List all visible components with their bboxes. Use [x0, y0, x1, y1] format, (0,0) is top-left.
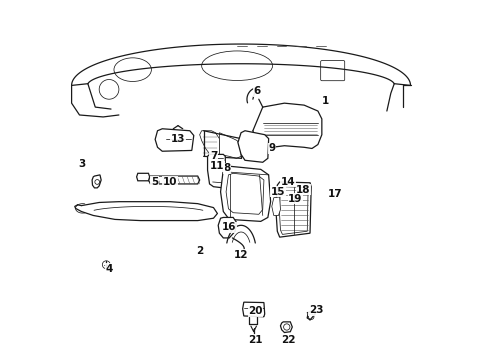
- Polygon shape: [92, 175, 101, 188]
- Text: 20: 20: [248, 306, 263, 316]
- Text: 2: 2: [196, 246, 203, 256]
- Text: 15: 15: [270, 187, 285, 197]
- Text: 11: 11: [210, 161, 224, 171]
- Polygon shape: [220, 133, 241, 158]
- Text: 18: 18: [296, 185, 311, 195]
- Polygon shape: [137, 173, 149, 181]
- Text: 10: 10: [163, 177, 177, 187]
- Text: 17: 17: [328, 189, 343, 199]
- Text: 12: 12: [234, 250, 248, 260]
- Polygon shape: [272, 197, 280, 216]
- Text: 19: 19: [288, 194, 303, 203]
- Text: 7: 7: [210, 151, 217, 161]
- Polygon shape: [200, 131, 220, 158]
- Text: 13: 13: [171, 134, 185, 144]
- Text: 8: 8: [223, 163, 231, 173]
- Polygon shape: [238, 131, 269, 162]
- Text: 21: 21: [248, 334, 263, 345]
- Text: 22: 22: [281, 334, 295, 345]
- Polygon shape: [155, 129, 194, 151]
- Text: 14: 14: [280, 177, 295, 187]
- Text: 16: 16: [222, 222, 237, 232]
- Polygon shape: [220, 166, 270, 221]
- Polygon shape: [218, 217, 236, 238]
- Text: 1: 1: [322, 96, 329, 106]
- Text: 23: 23: [309, 305, 323, 315]
- Polygon shape: [148, 176, 200, 184]
- Polygon shape: [276, 182, 311, 237]
- Polygon shape: [280, 322, 293, 333]
- Text: 9: 9: [269, 144, 276, 153]
- Polygon shape: [226, 173, 264, 214]
- Text: 5: 5: [151, 177, 158, 187]
- Text: 6: 6: [253, 86, 261, 96]
- Polygon shape: [279, 187, 308, 234]
- Text: 3: 3: [78, 159, 85, 169]
- Polygon shape: [208, 154, 225, 188]
- Text: 4: 4: [105, 264, 113, 274]
- Polygon shape: [243, 302, 265, 317]
